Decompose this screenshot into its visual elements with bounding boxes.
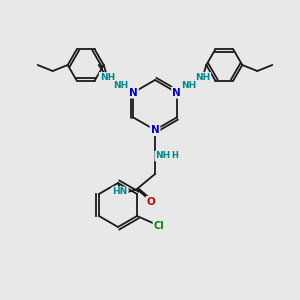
- Text: H: H: [172, 152, 178, 160]
- Text: N: N: [129, 88, 138, 98]
- Text: N: N: [172, 88, 181, 98]
- Text: NH: NH: [195, 73, 210, 82]
- Text: NH: NH: [181, 81, 196, 90]
- Text: NH: NH: [100, 73, 115, 82]
- Text: O: O: [147, 197, 155, 207]
- Text: Cl: Cl: [154, 221, 164, 231]
- Text: HN: HN: [112, 188, 128, 196]
- Text: N: N: [151, 125, 159, 135]
- Text: NH: NH: [114, 81, 129, 90]
- Text: NH: NH: [155, 152, 171, 160]
